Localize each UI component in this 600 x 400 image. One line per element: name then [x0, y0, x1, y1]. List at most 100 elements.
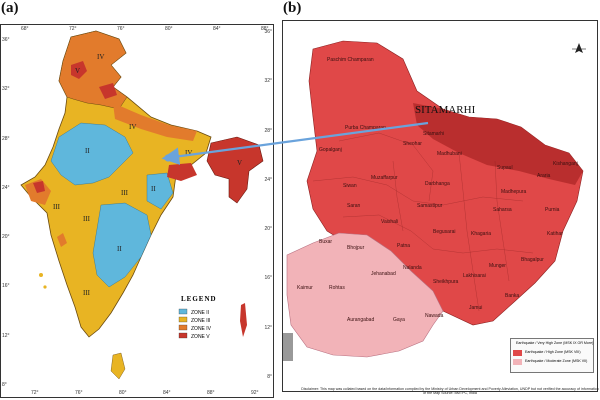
- zone-label: III: [83, 215, 91, 223]
- district-label: Saharsa: [493, 207, 512, 213]
- bihar-very-high-zone: [413, 103, 583, 185]
- district-label: Samastipur: [417, 203, 443, 209]
- zone-v-kashmir: [71, 61, 87, 79]
- andaman-islands: [240, 303, 247, 337]
- lakshadweep-dot: [39, 273, 43, 277]
- district-label: Khagaria: [471, 231, 491, 237]
- axis-tick-label: 24°: [264, 176, 272, 183]
- axis-tick-label: 36°: [264, 29, 272, 35]
- district-label: Araria: [537, 173, 551, 179]
- india-legend: LEGEND ZONE II ZONE III ZONE IV ZONE V: [178, 295, 217, 340]
- zone-label: V: [75, 67, 80, 75]
- northeast-zone-v: [206, 136, 264, 204]
- axis-tick-label: 12°: [2, 332, 10, 339]
- axis-tick-label: 84°: [163, 390, 171, 396]
- district-label: Vaishali: [381, 219, 398, 225]
- district-label: Madhubani: [437, 151, 462, 157]
- sri-lanka: [110, 352, 126, 380]
- axis-tick-label: 28°: [2, 135, 10, 142]
- zone-iv-koyna: [57, 233, 67, 247]
- axis-tick-label: 32°: [2, 86, 10, 93]
- axis-tick-label: 76°: [75, 390, 83, 396]
- district-label: Nalanda: [403, 265, 422, 271]
- district-label: Katihar: [547, 231, 563, 237]
- district-label: Lakhisarai: [463, 273, 486, 279]
- zone-label: IV: [97, 53, 104, 61]
- district-label: Purba Champaran: [345, 125, 386, 131]
- district-label: Kishanganj: [553, 161, 578, 167]
- district-label: Saran: [347, 203, 361, 209]
- district-label: Munger: [489, 263, 506, 269]
- panel-label-b: (b): [283, 0, 302, 16]
- zone-label: III: [83, 289, 91, 297]
- axis-tick-label: 8°: [267, 374, 272, 380]
- district-label: Aurangabad: [347, 317, 374, 323]
- axis-tick-label: 92°: [251, 390, 259, 396]
- axis-tick-label: 32°: [264, 78, 272, 85]
- axis-tick-label: 36°: [2, 37, 10, 43]
- district-label: Patna: [397, 243, 410, 249]
- district-label: Supaul: [497, 165, 513, 171]
- district-label: Sheikhpura: [433, 279, 459, 285]
- zone-label: II: [151, 185, 156, 193]
- district-label: Siwan: [343, 183, 357, 189]
- axis-tick-label: 80°: [165, 26, 173, 32]
- axis-tick-label: 8°: [2, 382, 7, 388]
- legend-item: ZONE II: [191, 310, 209, 316]
- axis-tick-label: 12°: [264, 324, 272, 331]
- legend-swatch-zone-iii: [178, 316, 188, 323]
- axis-tick-label: 20°: [2, 234, 10, 241]
- axis-tick-label: 72°: [31, 390, 39, 396]
- zone-label: V: [237, 159, 242, 167]
- axis-tick-label: 16°: [264, 275, 272, 282]
- district-label: Buxar: [319, 239, 332, 245]
- zone-label: III: [53, 203, 61, 211]
- district-label: Bhojpur: [347, 245, 365, 251]
- scale-strip: [283, 333, 293, 361]
- axis-tick-label: 72°: [69, 26, 77, 32]
- legend-item: ZONE III: [191, 318, 210, 324]
- zone-ii-east: [146, 172, 174, 210]
- district-label: Bhagalpur: [521, 257, 544, 263]
- legend-item: ZONE V: [191, 334, 210, 340]
- map-disclaimer: Disclaimer: This map was collated based …: [301, 387, 599, 395]
- district-label: Madhepura: [501, 189, 527, 195]
- district-label: Sheohar: [403, 141, 422, 147]
- legend-swatch-zone-ii: [178, 308, 188, 315]
- zone-v-himachal: [99, 83, 117, 99]
- bihar-map-svg: Paschim Champaran Purba Champaran Sitama…: [283, 40, 586, 361]
- axis-tick-label: 80°: [119, 390, 127, 396]
- legend-swatch-zone-v: [178, 332, 188, 339]
- axis-tick-label: 88°: [207, 390, 215, 396]
- sitamarhi-callout: SITAMARHI: [415, 104, 476, 116]
- district-label: Muzaffarpur: [371, 175, 398, 181]
- district-label: Darbhanga: [425, 181, 450, 187]
- district-label: Purnia: [545, 207, 560, 213]
- india-map-svg: IV V IV III III II II III IV V III II LE…: [20, 30, 264, 380]
- district-label: Sitamarhi: [423, 131, 444, 137]
- district-label: Gopalganj: [319, 147, 342, 153]
- zone-label: II: [85, 147, 90, 155]
- axis-tick-label: 16°: [2, 283, 10, 290]
- legend-item: ZONE IV: [191, 326, 212, 332]
- zone-label: II: [117, 245, 122, 253]
- district-label: Jehanabad: [371, 271, 396, 277]
- bihar-legend-item: Earthquake / Very High Zone (MSK IX OR M…: [516, 341, 594, 345]
- axis-tick-label: 84°: [213, 26, 221, 32]
- zone-label: IV: [129, 123, 136, 131]
- district-label: Banka: [505, 293, 519, 299]
- district-label: Gaya: [393, 317, 405, 323]
- zone-v-kutch: [33, 181, 45, 193]
- bihar-highlight: [167, 163, 197, 181]
- axis-tick-label: 88°: [261, 26, 269, 32]
- bihar-legend-item: Earthquake / High Zone (MSK VIII): [511, 348, 593, 357]
- legend-title: LEGEND: [181, 295, 217, 303]
- bihar-legend: Earthquake / Very High Zone (MSK IX OR M…: [510, 338, 594, 373]
- north-arrow-icon: [572, 43, 586, 53]
- legend-swatch-zone-iv: [178, 324, 188, 331]
- panel-label-a: (a): [1, 0, 19, 16]
- district-label: Rohtas: [329, 285, 345, 291]
- zone-label: III: [121, 189, 129, 197]
- bihar-legend-item: Earthquake / Moderate Zone (MSK VII): [511, 357, 593, 366]
- district-label: Begusarai: [433, 229, 456, 235]
